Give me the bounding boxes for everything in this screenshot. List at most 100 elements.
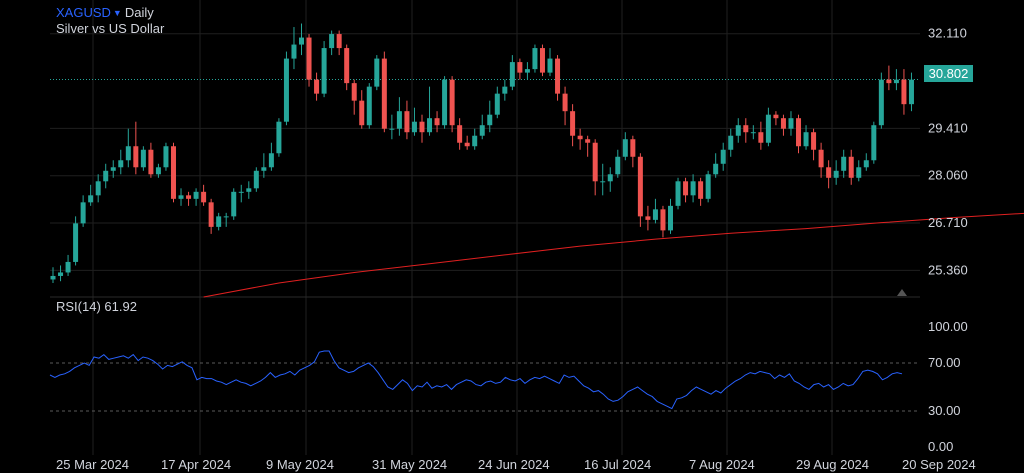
candle-body <box>720 149 726 164</box>
symbol-description: Silver vs US Dollar <box>56 21 165 36</box>
candle-body <box>886 79 892 84</box>
candle-body <box>622 139 628 157</box>
moving-average-line <box>203 212 1024 298</box>
date-tick-label: 24 Jun 2024 <box>478 457 550 472</box>
candle-body <box>216 216 222 227</box>
candle-body <box>713 163 719 175</box>
price-tick-label: 28.060 <box>928 168 968 183</box>
date-tick-label: 16 Jul 2024 <box>584 457 651 472</box>
candle-body <box>833 170 839 178</box>
candle-body <box>223 216 229 218</box>
candle-body <box>125 146 131 161</box>
candle-body <box>570 111 576 136</box>
interval-label[interactable]: Daily <box>124 5 154 20</box>
candle-body <box>88 195 94 203</box>
moving-average-path <box>203 212 1024 298</box>
candle-body <box>291 44 297 59</box>
candle-body <box>253 170 259 189</box>
candle-body <box>765 114 771 143</box>
candle-body <box>261 167 267 171</box>
candle-body <box>366 86 372 126</box>
rsi-label: RSI(14) 61.92 <box>56 299 137 314</box>
rsi-tick-label: 30.00 <box>928 403 961 418</box>
candle-body <box>811 132 817 150</box>
symbol-dropdown-icon[interactable]: ▼ <box>112 8 122 18</box>
candle-body <box>532 48 538 70</box>
candle-body <box>80 202 86 224</box>
candle-body <box>103 170 109 182</box>
rsi-panel <box>49 350 920 412</box>
rsi-tick-label: 70.00 <box>928 355 961 370</box>
candle-body <box>908 79 914 105</box>
candle-body <box>728 135 734 150</box>
candle-body <box>140 149 146 168</box>
candle-body <box>502 86 508 94</box>
candle-body <box>118 160 124 168</box>
scroll-marker-icon <box>897 289 907 296</box>
price-axis: 32.110 29.410 28.060 26.710 25.360 100.00 70.0… <box>928 26 968 454</box>
candle-body <box>871 125 877 161</box>
candle-body <box>344 48 350 84</box>
candle-body <box>562 93 568 112</box>
candle-body <box>683 181 689 196</box>
candle-body <box>667 205 673 231</box>
last-price-tag: 30.802 <box>924 65 973 82</box>
grid-lines <box>50 0 920 455</box>
candle-body <box>848 156 854 178</box>
candle-body <box>434 118 440 126</box>
candle-body <box>457 125 463 143</box>
symbol-label[interactable]: XAGUSD <box>56 5 111 20</box>
candle-body <box>381 58 387 129</box>
candle-body <box>585 139 591 143</box>
price-tick-label: 32.110 <box>928 26 967 41</box>
candle-body <box>607 174 613 182</box>
date-tick-label: 31 May 2024 <box>372 457 447 472</box>
candle-body <box>660 209 666 231</box>
candle-body <box>110 167 116 171</box>
candle-body <box>389 128 395 130</box>
candle-body <box>163 146 169 168</box>
candle-body <box>592 142 598 182</box>
candle-body <box>600 181 606 183</box>
candle-body <box>299 37 305 45</box>
candle-body <box>374 58 380 87</box>
candle-body <box>773 114 779 119</box>
rsi-tick-label: 0.00 <box>928 439 953 454</box>
candle-body <box>878 79 884 126</box>
date-tick-label: 20 Sep 2024 <box>902 457 976 472</box>
candle-body <box>148 149 154 175</box>
candle-body <box>758 132 764 143</box>
candle-body <box>359 100 365 126</box>
candle-body <box>170 146 176 199</box>
candle-body <box>65 261 71 273</box>
candle-body <box>329 34 335 49</box>
candle-body <box>133 146 139 168</box>
symbol-header[interactable]: XAGUSD ▼ Daily <box>56 5 154 20</box>
candle-body <box>58 272 64 276</box>
candle-body <box>50 275 56 280</box>
candle-body <box>494 93 500 115</box>
candle-body <box>637 156 643 217</box>
candle-body <box>396 111 402 129</box>
candle-body <box>351 83 357 101</box>
candle-body <box>690 181 696 196</box>
candle-body <box>208 202 214 227</box>
candle-body <box>780 118 786 129</box>
candle-body <box>449 79 455 126</box>
time-axis: 25 Mar 2024 17 Apr 2024 9 May 2024 31 May 2… <box>56 457 976 472</box>
candle-body <box>524 69 530 73</box>
candle-body <box>698 181 704 199</box>
candle-body <box>472 135 478 147</box>
candle-body <box>404 111 410 133</box>
candle-body <box>517 62 523 73</box>
candle-body <box>487 114 493 126</box>
candle-body <box>178 195 184 199</box>
candle-body <box>743 125 749 133</box>
candle-body <box>306 37 312 80</box>
rsi-line <box>49 350 903 410</box>
price-tick-label: 29.410 <box>928 120 968 135</box>
candle-body <box>577 135 583 140</box>
candle-body <box>95 181 101 196</box>
candle-body <box>238 191 244 193</box>
